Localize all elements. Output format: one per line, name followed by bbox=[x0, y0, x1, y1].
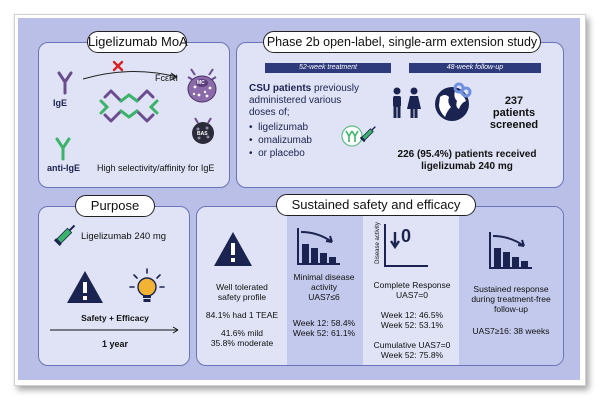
antibody-dose-icon bbox=[341, 125, 363, 147]
anti-ige-label: anti-IgE bbox=[47, 163, 80, 173]
warning-icon bbox=[214, 232, 252, 266]
complete-cum1: Cumulative UAS7=0 bbox=[373, 340, 451, 350]
sustained-line2: during treatment-free bbox=[471, 294, 551, 304]
patients-icon bbox=[393, 87, 421, 118]
inhibit-x-icon bbox=[112, 60, 124, 72]
sustained-band bbox=[459, 207, 563, 365]
intro-rest-2: administered various bbox=[249, 95, 342, 106]
dose-item: • omalizumab bbox=[249, 135, 312, 146]
screened-line2: screened bbox=[489, 119, 539, 131]
binding-arrow bbox=[82, 71, 178, 81]
screened-count: 237 bbox=[504, 95, 524, 107]
purpose-safety-label: Safety + Efficacy bbox=[81, 313, 149, 323]
treatment-label: 52-week treatment bbox=[299, 64, 357, 71]
timeline-followup bbox=[409, 63, 541, 73]
purpose-duration: 1 year bbox=[101, 339, 129, 349]
ige-label: IgE bbox=[53, 98, 68, 108]
outcomes-title: Sustained safety and efficacy bbox=[276, 194, 476, 216]
followup-label: 48-week follow-up bbox=[446, 64, 504, 71]
safety-line1: Well tolerated bbox=[216, 282, 268, 292]
minimal-week52: Week 52: 61.1% bbox=[292, 328, 356, 338]
complete-line1: Complete Response bbox=[373, 280, 451, 290]
screened-line1: patients bbox=[492, 107, 536, 119]
safety-mild: 41.6% mild bbox=[220, 328, 264, 338]
declining-bars-icon bbox=[297, 228, 340, 265]
intro-rest-3: doses of; bbox=[249, 107, 290, 118]
basophil-label: BAS bbox=[197, 131, 208, 137]
purpose-title: Purpose bbox=[75, 195, 155, 217]
minimal-line1: Minimal disease bbox=[293, 272, 355, 282]
safety-moderate: 35.8% moderate bbox=[210, 338, 274, 348]
sustained-line3: follow-up bbox=[493, 304, 529, 314]
purpose-drug-label: Ligelizumab 240 mg bbox=[81, 231, 167, 242]
selectivity-text: High selectivity/affinity for IgE bbox=[97, 163, 215, 173]
duration-arrow bbox=[50, 326, 179, 334]
declining-bars-icon bbox=[489, 232, 532, 269]
mast-cell-icon bbox=[187, 68, 217, 103]
complete-axis-label: Disease activity bbox=[375, 222, 381, 264]
intro-text: CSU patients previously administered var… bbox=[249, 83, 359, 119]
dose-item: • or placebo bbox=[249, 148, 305, 159]
warning-icon bbox=[67, 271, 103, 303]
moa-title: Ligelizumab MoA bbox=[87, 31, 188, 53]
syringe-icon bbox=[359, 126, 376, 143]
sustained-uas: UAS7≥16: 38 weeks bbox=[472, 326, 550, 336]
complete-line2: UAS7=0 bbox=[396, 290, 428, 300]
timeline-treatment bbox=[265, 63, 391, 73]
minimal-line3: UAS7≤6 bbox=[308, 292, 340, 302]
study-title: Phase 2b open-label, single-arm extensio… bbox=[263, 31, 541, 53]
mast-cell-label: MC bbox=[197, 80, 205, 86]
outcomes-panel bbox=[196, 206, 564, 366]
minimal-week12: Week 12: 58.4% bbox=[292, 318, 356, 328]
receptor-label: FcεRI bbox=[155, 73, 179, 83]
complete-week12: Week 12: 46.5% bbox=[380, 310, 444, 320]
minimal-band bbox=[287, 207, 363, 365]
dose-item: • ligelizumab bbox=[249, 122, 309, 133]
disease-activity-axes-icon bbox=[384, 224, 428, 267]
received-line1: 226 (95.4%) patients received bbox=[397, 149, 537, 160]
intro-rest-1: previously bbox=[311, 83, 360, 94]
study-panel: Phase 2b open-label, single-arm extensio… bbox=[236, 31, 564, 188]
ige-antibody-icon bbox=[57, 71, 73, 95]
moa-panel: Ligelizumab MoA IgE FcεRI bbox=[38, 31, 230, 188]
lightbulb-icon bbox=[129, 268, 165, 302]
dose-list: • ligelizumab • omalizumab • or placebo bbox=[249, 121, 312, 160]
sustained-line1: Sustained response bbox=[473, 284, 549, 294]
globe-icon bbox=[435, 82, 472, 121]
received-line2: ligelizumab 240 mg bbox=[421, 161, 513, 172]
complete-zero-label: 0 bbox=[401, 226, 412, 246]
intro-bold: CSU patients bbox=[249, 83, 312, 94]
safety-line2: safety profile bbox=[217, 292, 267, 302]
anti-ige-antibody-icon bbox=[55, 137, 71, 161]
safety-teae: 84.1% had 1 TEAE bbox=[205, 310, 279, 320]
complete-week52: Week 52: 53.1% bbox=[380, 320, 444, 330]
antibody-complex-icon bbox=[99, 89, 159, 123]
syringe-icon bbox=[53, 224, 76, 247]
minimal-line2: activity bbox=[311, 282, 337, 292]
complete-cum2: Week 52: 75.8% bbox=[380, 350, 444, 360]
basophil-icon bbox=[192, 117, 214, 144]
purpose-panel: Purpose Ligelizumab 240 mg Safety + Effi… bbox=[38, 195, 190, 366]
